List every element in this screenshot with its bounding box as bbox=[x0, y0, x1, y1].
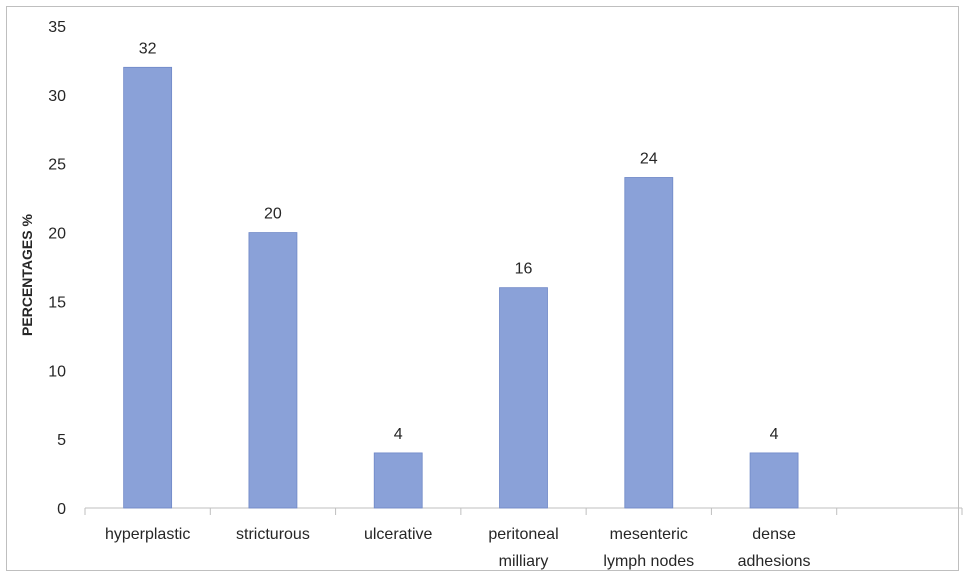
labels: 32 hyperplastic 20 stricturous 4 ulcerative 16… bbox=[105, 40, 811, 570]
data-label: 32 bbox=[139, 40, 157, 57]
bar bbox=[624, 177, 674, 509]
category-label: adhesions bbox=[738, 553, 811, 570]
y-tick-label: 5 bbox=[57, 432, 66, 449]
data-label: 16 bbox=[515, 261, 533, 278]
data-label: 4 bbox=[770, 426, 779, 443]
category-label: milliary bbox=[499, 553, 549, 570]
y-axis-title: PERCENTAGES % bbox=[19, 214, 35, 336]
category-label: dense bbox=[752, 526, 796, 543]
axes: 0 5 10 15 20 25 30 35 bbox=[48, 19, 963, 518]
data-label: 24 bbox=[640, 150, 658, 167]
y-tick-label: 30 bbox=[48, 88, 66, 105]
category-label: peritoneal bbox=[488, 526, 558, 543]
bar bbox=[749, 452, 799, 509]
category-label: lymph nodes bbox=[603, 553, 694, 570]
y-tick-label: 15 bbox=[48, 294, 66, 311]
category-label: mesenteric bbox=[610, 526, 688, 543]
bar bbox=[123, 66, 173, 509]
bar bbox=[499, 287, 548, 509]
category-label: stricturous bbox=[236, 526, 310, 543]
data-label: 4 bbox=[394, 426, 403, 443]
category-label: hyperplastic bbox=[105, 526, 190, 543]
y-tick-label: 25 bbox=[48, 157, 66, 174]
category-label: ulcerative bbox=[364, 526, 433, 543]
bar bbox=[373, 452, 423, 509]
data-label: 20 bbox=[264, 206, 282, 223]
bars bbox=[123, 66, 799, 509]
bar bbox=[248, 232, 298, 509]
y-tick-label: 0 bbox=[57, 501, 66, 518]
y-tick-label: 35 bbox=[48, 19, 66, 36]
y-tick-label: 10 bbox=[48, 363, 66, 380]
y-tick-label: 20 bbox=[48, 226, 66, 243]
